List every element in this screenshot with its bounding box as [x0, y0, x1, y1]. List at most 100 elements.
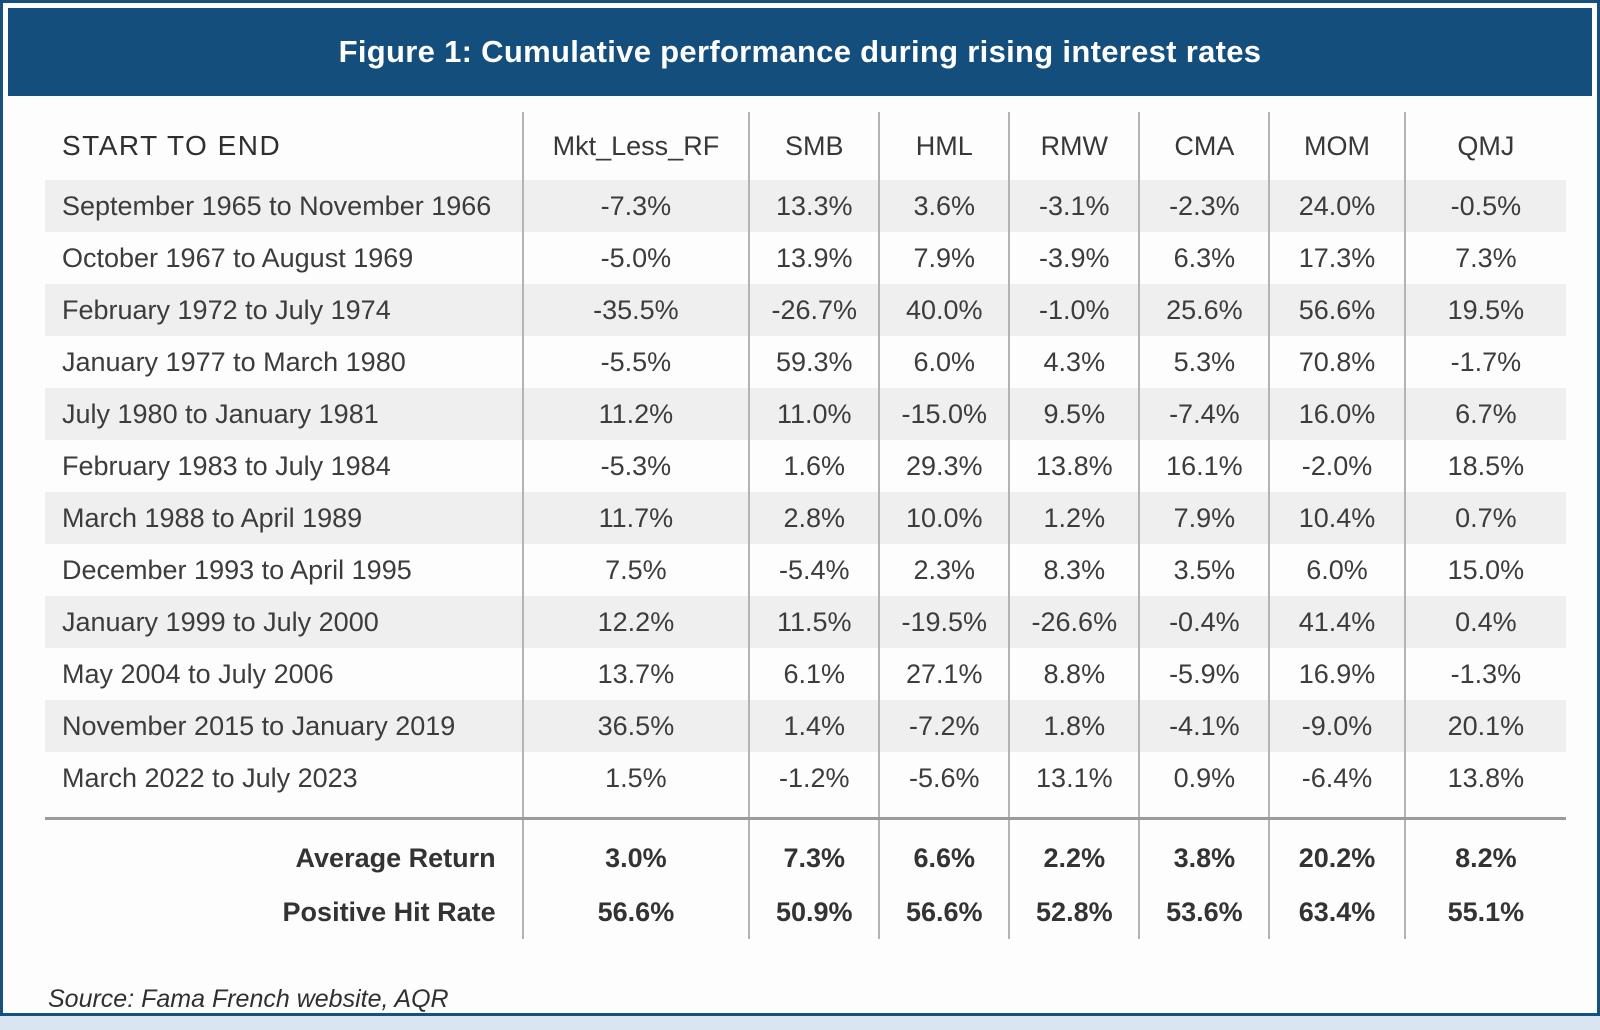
- value-cell: 6.3%: [1138, 232, 1270, 284]
- divider-cell: [1403, 818, 1566, 831]
- value-cell: -5.0%: [521, 232, 750, 284]
- value-cell: 6.7%: [1403, 388, 1566, 440]
- value-cell: -2.0%: [1268, 440, 1405, 492]
- value-cell: 0.9%: [1138, 752, 1270, 804]
- table-row: March 2022 to July 2023 1.5% -1.2% -5.6% 13.…: [45, 752, 1566, 804]
- value-cell: 2.3%: [878, 544, 1010, 596]
- column-header-qmj: QMJ: [1403, 112, 1566, 180]
- value-cell: 16.0%: [1268, 388, 1405, 440]
- value-cell: -5.3%: [521, 440, 750, 492]
- value-cell: -6.4%: [1268, 752, 1405, 804]
- value-cell: 6.1%: [748, 648, 880, 700]
- summary-value-cell: 20.2%: [1268, 831, 1405, 885]
- divider-cell: [1268, 804, 1405, 820]
- value-cell: -1.3%: [1403, 648, 1566, 700]
- value-cell: 59.3%: [748, 336, 880, 388]
- value-cell: -0.5%: [1403, 180, 1566, 232]
- value-cell: 8.8%: [1008, 648, 1140, 700]
- period-cell: November 2015 to January 2019: [45, 700, 523, 752]
- summary-label-cell: Average Return: [295, 842, 496, 873]
- table-row: January 1977 to March 1980 -5.5% 59.3% 6.0%…: [45, 336, 1566, 388]
- period-cell: March 1988 to April 1989: [45, 492, 523, 544]
- value-cell: 10.4%: [1268, 492, 1405, 544]
- table-row: January 1999 to July 2000 12.2% 11.5% -19.5…: [45, 596, 1566, 648]
- table-row: October 1967 to August 1969 -5.0% 13.9% 7.9…: [45, 232, 1566, 284]
- divider-cell: [1008, 804, 1140, 820]
- value-cell: 29.3%: [878, 440, 1010, 492]
- summary-row: Average Return 3.0% 7.3% 6.6% 2.2% 3.8% 20.2% 8…: [45, 831, 1566, 885]
- period-cell: January 1999 to July 2000: [45, 596, 523, 648]
- column-header-cma: CMA: [1138, 112, 1270, 180]
- period-cell: May 2004 to July 2006: [62, 658, 334, 689]
- summary-divider-row: [45, 804, 1566, 820]
- value-cell: -5.5%: [521, 336, 750, 388]
- source-note: Source: Fama French website, AQR: [48, 985, 449, 1013]
- value-cell: 5.3%: [1138, 336, 1270, 388]
- divider-cell: [521, 804, 750, 820]
- header-row: START TO END Mkt_Less_RF SMB HML RMW CMA…: [45, 112, 1566, 180]
- period-cell: July 1980 to January 1981: [45, 388, 523, 440]
- value-cell: 3.6%: [878, 180, 1010, 232]
- summary-gap-row: [45, 818, 1566, 832]
- value-cell: 7.9%: [1138, 492, 1270, 544]
- summary-row: Positive Hit Rate 56.6% 50.9% 56.6% 52.8% 53.…: [45, 885, 1566, 939]
- column-header-mkt-less-rf: Mkt_Less_RF: [521, 112, 750, 180]
- value-cell: -7.4%: [1138, 388, 1270, 440]
- value-cell: 7.9%: [878, 232, 1010, 284]
- value-cell: 0.7%: [1403, 492, 1566, 544]
- summary-value-cell: 2.2%: [1008, 831, 1140, 885]
- table-row: July 1980 to January 1981 11.2% 11.0% -15.0…: [45, 388, 1566, 440]
- value-cell: 40.0%: [878, 284, 1010, 336]
- value-cell: -5.6%: [878, 752, 1010, 804]
- value-cell: 3.5%: [1138, 544, 1270, 596]
- value-cell: 70.8%: [1268, 336, 1405, 388]
- value-cell: 7.3%: [1403, 232, 1566, 284]
- table-row: March 1988 to April 1989 11.7% 2.8% 10.0% 1.…: [45, 492, 1566, 544]
- value-cell: 27.1%: [878, 648, 1010, 700]
- summary-value-cell: 52.8%: [1008, 885, 1140, 939]
- value-cell: 18.5%: [1403, 440, 1566, 492]
- value-cell: -7.2%: [878, 700, 1010, 752]
- value-cell: 2.8%: [748, 492, 880, 544]
- value-cell: -15.0%: [878, 388, 1010, 440]
- divider-cell: [1138, 818, 1270, 831]
- column-header-start-to-end: START TO END: [62, 130, 282, 161]
- value-cell: 12.2%: [521, 596, 750, 648]
- table-row: November 2015 to January 2019 36.5% 1.4% -7…: [45, 700, 1566, 752]
- summary-value-cell: 63.4%: [1268, 885, 1405, 939]
- divider-cell: [1138, 804, 1270, 820]
- value-cell: -1.0%: [1008, 284, 1140, 336]
- value-cell: 1.5%: [521, 752, 750, 804]
- value-cell: -5.4%: [748, 544, 880, 596]
- value-cell: -2.3%: [1138, 180, 1270, 232]
- table-row: December 1993 to April 1995 7.5% -5.4% 2.3%…: [45, 544, 1566, 596]
- summary-value-cell: 7.3%: [748, 831, 880, 885]
- value-cell: 1.6%: [748, 440, 880, 492]
- value-cell: 13.9%: [748, 232, 880, 284]
- value-cell: 56.6%: [1268, 284, 1405, 336]
- value-cell: -9.0%: [1268, 700, 1405, 752]
- value-cell: 11.7%: [521, 492, 750, 544]
- value-cell: -5.9%: [1138, 648, 1270, 700]
- summary-label-cell: Positive Hit Rate: [282, 896, 496, 927]
- divider-cell: [521, 818, 750, 831]
- column-header-mom: MOM: [1268, 112, 1405, 180]
- divider-cell: [45, 819, 523, 832]
- value-cell: -19.5%: [878, 596, 1010, 648]
- value-cell: -1.7%: [1403, 336, 1566, 388]
- value-cell: -1.2%: [748, 752, 880, 804]
- table-row: May 2004 to July 2006 13.7% 6.1% 27.1% 8.8% -…: [45, 648, 1566, 700]
- summary-value-cell: 6.6%: [878, 831, 1010, 885]
- value-cell: 13.3%: [748, 180, 880, 232]
- value-cell: 41.4%: [1268, 596, 1405, 648]
- divider-cell: [1268, 818, 1405, 831]
- period-cell: December 1993 to April 1995: [62, 554, 412, 585]
- table-row: February 1972 to July 1974 -35.5% -26.7% 40…: [45, 284, 1566, 336]
- divider-cell: [1403, 804, 1566, 820]
- value-cell: 1.8%: [1008, 700, 1140, 752]
- period-cell: October 1967 to August 1969: [62, 242, 414, 273]
- value-cell: -0.4%: [1138, 596, 1270, 648]
- value-cell: 6.0%: [1268, 544, 1405, 596]
